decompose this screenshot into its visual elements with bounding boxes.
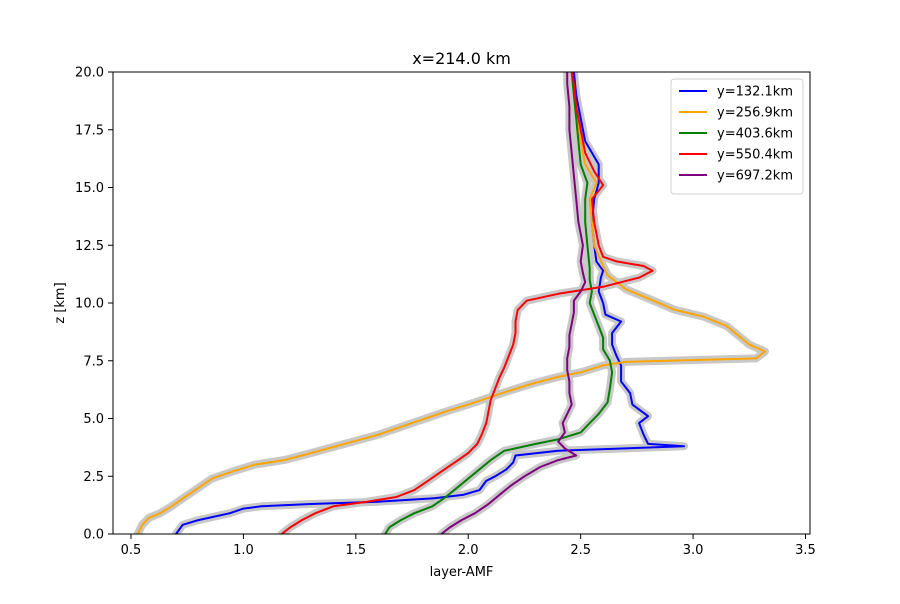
x-tick-label: 1.0 <box>233 543 254 558</box>
legend-label-2: y=256.9km <box>717 106 793 121</box>
x-tick-label: 3.0 <box>683 543 704 558</box>
x-tick-label: 2.5 <box>570 543 591 558</box>
plot-area <box>133 72 769 534</box>
y-tick-label: 0.0 <box>83 528 104 543</box>
legend-box <box>670 78 804 195</box>
legend-label-5: y=697.2km <box>717 169 793 184</box>
series-line-2 <box>136 72 766 534</box>
y-tick-label: 10.0 <box>75 297 104 312</box>
y-tick-label: 20.0 <box>75 66 104 81</box>
x-tick-label: 0.5 <box>121 543 142 558</box>
y-axis-label: z [km] <box>53 282 68 323</box>
x-tick-label: 2.0 <box>458 543 479 558</box>
x-axis-ticks: 0.5 1.0 1.5 2.0 2.5 3.0 3.5 <box>121 534 816 558</box>
series-line-4 <box>280 72 654 534</box>
y-tick-label: 15.0 <box>75 181 104 196</box>
y-tick-label: 17.5 <box>75 123 104 138</box>
x-tick-label: 1.5 <box>345 543 366 558</box>
y-tick-label: 12.5 <box>75 239 104 254</box>
legend: y=132.1km y=256.9km y=403.6km y=550.4km y=69… <box>670 78 804 195</box>
x-tick-label: 3.5 <box>795 543 816 558</box>
series-line-5 <box>440 72 587 534</box>
x-axis-label: layer-AMF <box>430 565 494 580</box>
legend-label-3: y=403.6km <box>717 127 793 142</box>
chart-title: x=214.0 km <box>412 49 511 68</box>
y-tick-label: 2.5 <box>83 470 104 485</box>
legend-label-4: y=550.4km <box>717 148 793 163</box>
legend-label-1: y=132.1km <box>717 85 793 100</box>
y-tick-label: 5.0 <box>83 412 104 427</box>
y-tick-label: 7.5 <box>83 354 104 369</box>
y-axis-ticks: 0.0 2.5 5.0 7.5 10.0 12.5 15.0 17.5 20.0 <box>75 66 113 543</box>
series-line-3 <box>384 72 614 534</box>
